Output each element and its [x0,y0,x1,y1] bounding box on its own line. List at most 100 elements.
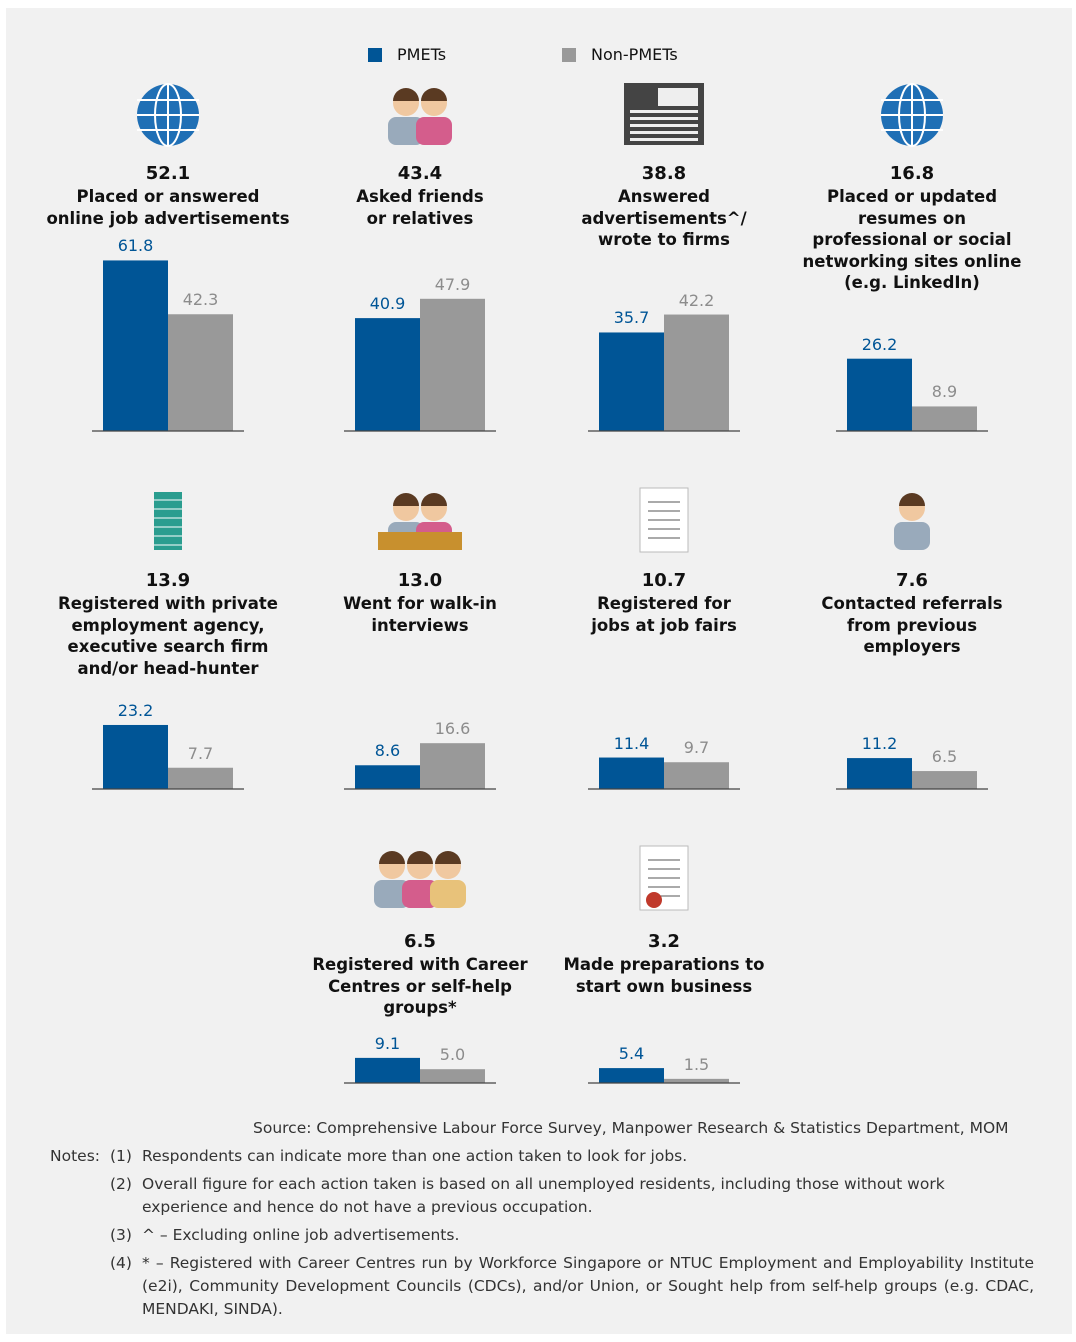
value-label: 1.5 [683,1054,710,1074]
icon-shape [630,131,698,134]
icon-shape [378,532,462,550]
value-label: 61.8 [117,236,154,256]
value-label: 16.6 [434,719,471,739]
category-label: Asked friends or relatives [356,187,484,228]
icon [388,88,452,145]
value-label: 9.1 [374,1033,401,1053]
overall-value: 3.2 [648,931,680,952]
icon-shape [374,880,410,908]
bar [599,757,664,789]
icon-shape [407,851,433,864]
icon-shape [646,892,662,908]
overall-value: 13.9 [145,570,191,591]
value-label: 5.0 [439,1045,466,1065]
legend-label: Non-PMETs [591,45,678,64]
bar [103,260,168,431]
icon-shape [393,88,419,101]
overall-value: 52.1 [145,163,191,184]
icon-shape [630,117,698,120]
category-label: Registered with private employment agenc… [58,594,278,678]
value-label: 9.7 [683,738,710,758]
icon-shape [421,493,447,506]
icon [639,845,689,911]
note-text: * – Registered with Career Centres run b… [142,1254,1034,1318]
value-label: 42.3 [182,290,219,310]
note-number: (2) [110,1175,132,1193]
value-label: 42.2 [678,290,715,310]
bar [355,318,420,431]
icon-shape [393,493,419,506]
category-label: Placed or answered online job advertisem… [46,187,290,228]
value-label: 40.9 [369,294,406,314]
category-label: Placed or updated resumes on professiona… [802,187,1022,292]
bar [912,406,977,431]
bar [355,1057,420,1083]
legend-swatch [368,48,382,62]
value-label: 8.9 [931,382,958,402]
icon [154,492,182,550]
source: Source: Comprehensive Labour Force Surve… [253,1119,1009,1137]
icon-shape [658,88,698,106]
icon [378,493,462,550]
icon-shape [421,88,447,101]
category-label: Registered with Career Centres or self-h… [312,955,528,1017]
icon-shape [899,493,925,506]
icon [894,493,930,550]
panel [6,8,1072,1334]
bar [599,1068,664,1083]
category-label: Registered for jobs at job fairs [591,594,737,635]
value-label: 23.2 [117,700,154,720]
notes-label: Notes: [50,1147,100,1165]
bar [420,1069,485,1083]
note-number: (3) [110,1226,132,1244]
category-label: Went for walk-in interviews [343,594,497,635]
note-text: Respondents can indicate more than one a… [142,1147,688,1165]
icon-shape [402,880,438,908]
value-label: 7.7 [187,743,214,763]
bar [420,743,485,789]
icon-shape [630,124,698,127]
icon-shape [630,138,698,141]
icon-shape [154,492,182,550]
bar [664,1078,729,1083]
note-text: ^ – Excluding online job advertisements. [142,1226,460,1244]
bar [847,358,912,431]
overall-value: 43.4 [397,163,443,184]
icon-shape [379,851,405,864]
legend-swatch [562,48,576,62]
icon [881,83,943,147]
overall-value: 7.6 [896,570,928,591]
category-label: Made preparations to start own business [563,955,765,996]
icon [624,83,704,145]
icon [137,83,199,147]
icon-shape [416,117,452,145]
value-label: 6.5 [931,747,958,767]
bar [912,771,977,789]
bar [168,767,233,789]
overall-value: 13.0 [397,570,443,591]
category-label: Answered advertisements^/ wrote to firms [581,187,747,249]
overall-value: 6.5 [404,931,436,952]
value-label: 11.2 [861,734,898,754]
note-number: (4) [110,1254,132,1272]
overall-value: 38.8 [641,163,687,184]
icon-shape [894,522,930,550]
legend-label: PMETs [397,45,447,64]
icon-shape [430,880,466,908]
bar [664,314,729,431]
overall-value: 10.7 [641,570,687,591]
note-number: (1) [110,1147,132,1165]
icon [639,487,689,553]
icon-shape [435,851,461,864]
bar [847,758,912,789]
category-label: Contacted referrals from previous employ… [821,594,1003,656]
value-label: 8.6 [374,741,401,761]
bar [599,332,664,431]
note-text: Overall figure for each action taken is … [142,1175,945,1216]
overall-value: 16.8 [889,163,935,184]
value-label: 11.4 [613,733,650,753]
value-label: 5.4 [618,1044,645,1064]
icon-shape [388,117,424,145]
